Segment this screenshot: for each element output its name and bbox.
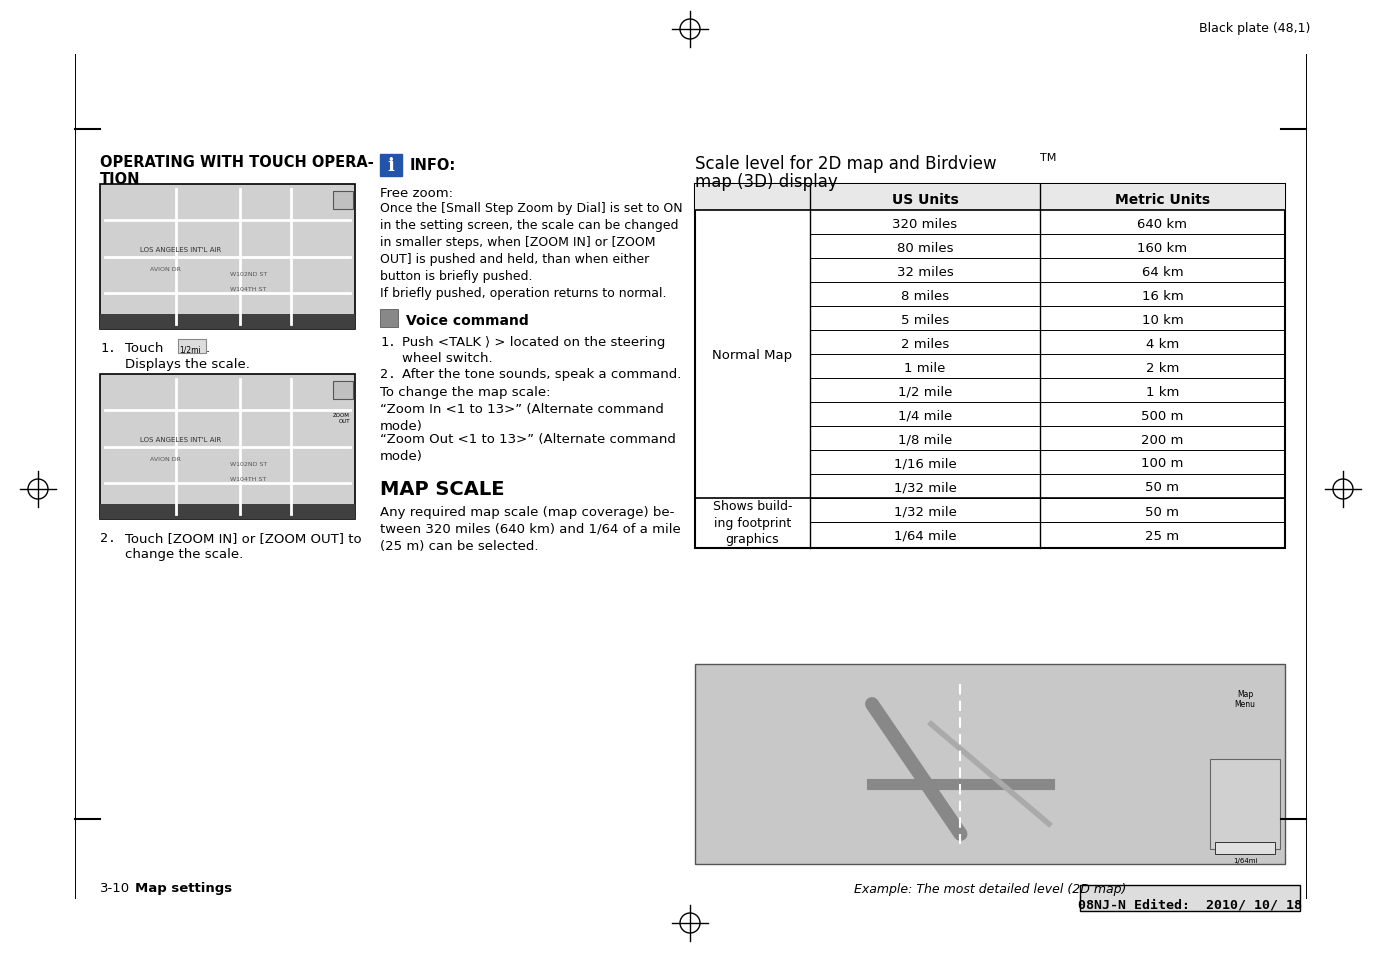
- Text: 2.: 2.: [380, 368, 396, 380]
- Text: W102ND ST: W102ND ST: [231, 273, 268, 277]
- Bar: [99, 504, 355, 519]
- Text: 160 km: 160 km: [1138, 241, 1188, 254]
- Text: Scale level for 2D map and Birdview: Scale level for 2D map and Birdview: [695, 154, 997, 172]
- Text: Map settings: Map settings: [135, 882, 232, 894]
- Text: ⁠⟩⁠ > located on the steering: ⁠⟩⁠ > located on the steering: [485, 335, 666, 349]
- Text: 50 m: 50 m: [1145, 481, 1179, 494]
- Text: Black plate (48,1): Black plate (48,1): [1199, 22, 1311, 35]
- Text: Any required map scale (map coverage) be-
tween 320 miles (640 km) and 1/64 of a: Any required map scale (map coverage) be…: [380, 505, 681, 553]
- Text: 1 mile: 1 mile: [905, 361, 946, 375]
- Text: 1/8 mile: 1/8 mile: [898, 433, 952, 446]
- Text: LOS ANGELES INT'L AIR: LOS ANGELES INT'L AIR: [139, 247, 221, 253]
- Text: Touch: Touch: [126, 341, 163, 355]
- Bar: [333, 381, 354, 399]
- Text: change the scale.: change the scale.: [126, 547, 243, 560]
- Bar: [178, 339, 206, 354]
- Text: 1.: 1.: [99, 341, 116, 355]
- Text: 100 m: 100 m: [1141, 457, 1184, 470]
- Text: W102ND ST: W102ND ST: [231, 462, 268, 467]
- Bar: [695, 664, 1284, 864]
- Text: W104TH ST: W104TH ST: [231, 287, 267, 292]
- Text: 5 miles: 5 miles: [900, 314, 949, 326]
- Text: 08NJ-N Edited:  2010/ 10/ 18: 08NJ-N Edited: 2010/ 10/ 18: [1079, 898, 1302, 911]
- Text: 200 m: 200 m: [1141, 433, 1184, 446]
- Text: Metric Units: Metric Units: [1114, 193, 1210, 207]
- Bar: [695, 185, 1284, 211]
- Text: 1/32 mile: 1/32 mile: [894, 481, 957, 494]
- Text: i: i: [388, 157, 395, 174]
- Text: 1/64mi: 1/64mi: [1233, 857, 1257, 863]
- Bar: [1215, 842, 1275, 854]
- Text: 25 m: 25 m: [1145, 529, 1179, 542]
- Text: ZOOM
OUT: ZOOM OUT: [333, 413, 349, 423]
- Bar: [380, 154, 402, 177]
- Text: 8 miles: 8 miles: [900, 289, 949, 302]
- Text: 80 miles: 80 miles: [896, 241, 953, 254]
- Text: OPERATING WITH TOUCH OPERA-: OPERATING WITH TOUCH OPERA-: [99, 154, 374, 170]
- Text: Example: The most detailed level (2D map): Example: The most detailed level (2D map…: [853, 882, 1126, 895]
- Text: 320 miles: 320 miles: [892, 217, 957, 231]
- Text: US Units: US Units: [892, 193, 958, 207]
- Bar: [1080, 885, 1300, 911]
- Text: 4 km: 4 km: [1146, 337, 1179, 350]
- Text: Touch [ZOOM IN] or [ZOOM OUT] to: Touch [ZOOM IN] or [ZOOM OUT] to: [126, 532, 362, 544]
- Bar: [99, 375, 355, 519]
- Text: 1/64 mile: 1/64 mile: [894, 529, 956, 542]
- Text: 2 km: 2 km: [1146, 361, 1179, 375]
- Text: Shows build-
ing footprint
graphics: Shows build- ing footprint graphics: [713, 500, 793, 545]
- Text: .: .: [206, 341, 210, 355]
- Text: 500 m: 500 m: [1141, 409, 1184, 422]
- Text: MAP SCALE: MAP SCALE: [380, 479, 504, 498]
- Text: 640 km: 640 km: [1138, 217, 1188, 231]
- Text: 2.: 2.: [99, 532, 116, 544]
- Text: 2 miles: 2 miles: [900, 337, 949, 350]
- Text: TION: TION: [99, 172, 141, 187]
- Text: 64 km: 64 km: [1142, 265, 1184, 278]
- Bar: [380, 310, 398, 328]
- Text: Free zoom:: Free zoom:: [380, 187, 453, 200]
- Text: 32 miles: 32 miles: [896, 265, 953, 278]
- Text: After the tone sounds, speak a command.: After the tone sounds, speak a command.: [402, 368, 681, 380]
- Text: 1 km: 1 km: [1146, 385, 1179, 398]
- Text: 1/4 mile: 1/4 mile: [898, 409, 952, 422]
- Text: Once the [Small Step Zoom by Dial] is set to ON
in the setting screen, the scale: Once the [Small Step Zoom by Dial] is se…: [380, 202, 682, 299]
- Text: LOS ANGELES INT'L AIR: LOS ANGELES INT'L AIR: [139, 436, 221, 443]
- Text: 50 m: 50 m: [1145, 505, 1179, 518]
- Text: AVION DR: AVION DR: [151, 266, 181, 272]
- Text: “Zoom In <1 to 13>” (Alternate command
mode): “Zoom In <1 to 13>” (Alternate command m…: [380, 402, 664, 433]
- Text: INFO:: INFO:: [410, 158, 456, 172]
- Text: 1/32 mile: 1/32 mile: [894, 505, 957, 518]
- Text: AVION DR: AVION DR: [151, 456, 181, 461]
- Bar: [99, 185, 355, 330]
- Bar: [695, 185, 1284, 548]
- Text: Voice command: Voice command: [406, 314, 529, 328]
- Text: Normal Map: Normal Map: [713, 348, 793, 361]
- Text: 1/16 mile: 1/16 mile: [894, 457, 957, 470]
- Text: wheel switch.: wheel switch.: [402, 352, 493, 365]
- Text: “Zoom Out <1 to 13>” (Alternate command
mode): “Zoom Out <1 to 13>” (Alternate command …: [380, 433, 675, 462]
- Text: 1/2 mile: 1/2 mile: [898, 385, 952, 398]
- Text: Push <TALK: Push <TALK: [402, 335, 481, 349]
- Bar: [333, 192, 354, 210]
- Text: 3-10: 3-10: [99, 882, 130, 894]
- Text: 16 km: 16 km: [1142, 289, 1184, 302]
- Bar: [99, 314, 355, 330]
- Text: 10 km: 10 km: [1142, 314, 1184, 326]
- Text: 1.: 1.: [380, 335, 396, 349]
- Text: Displays the scale.: Displays the scale.: [126, 357, 250, 371]
- Bar: [1210, 760, 1280, 849]
- Text: W104TH ST: W104TH ST: [231, 476, 267, 481]
- Text: 1/2mi: 1/2mi: [180, 345, 200, 355]
- Text: To change the map scale:: To change the map scale:: [380, 386, 551, 398]
- Text: TM: TM: [1040, 152, 1056, 163]
- Text: map (3D) display: map (3D) display: [695, 172, 838, 191]
- Text: Map
Menu: Map Menu: [1235, 689, 1255, 709]
